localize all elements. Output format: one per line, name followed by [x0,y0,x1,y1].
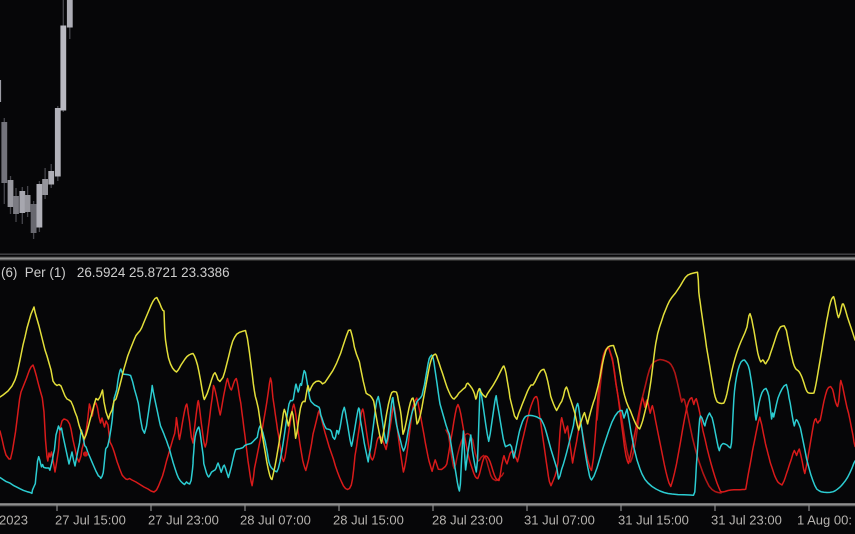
svg-text:28 Jul 23:00: 28 Jul 23:00 [432,513,503,528]
svg-text:27 Jul 15:00: 27 Jul 15:00 [55,513,126,528]
svg-text:(6) Per (1) 26.5924 25.8721: (6) Per (1) 26.5924 25.8721 23.3386 [1,265,230,280]
svg-text:2023: 2023 [0,513,28,528]
svg-text:1 Aug 00:: 1 Aug 00: [797,513,852,528]
svg-text:31 Jul 23:00: 31 Jul 23:00 [711,513,782,528]
svg-text:28 Jul 15:00: 28 Jul 15:00 [333,513,404,528]
svg-text:31 Jul 15:00: 31 Jul 15:00 [618,513,689,528]
svg-text:27 Jul 23:00: 27 Jul 23:00 [148,513,219,528]
svg-text:28 Jul 07:00: 28 Jul 07:00 [240,513,311,528]
svg-text:31 Jul 07:00: 31 Jul 07:00 [524,513,595,528]
